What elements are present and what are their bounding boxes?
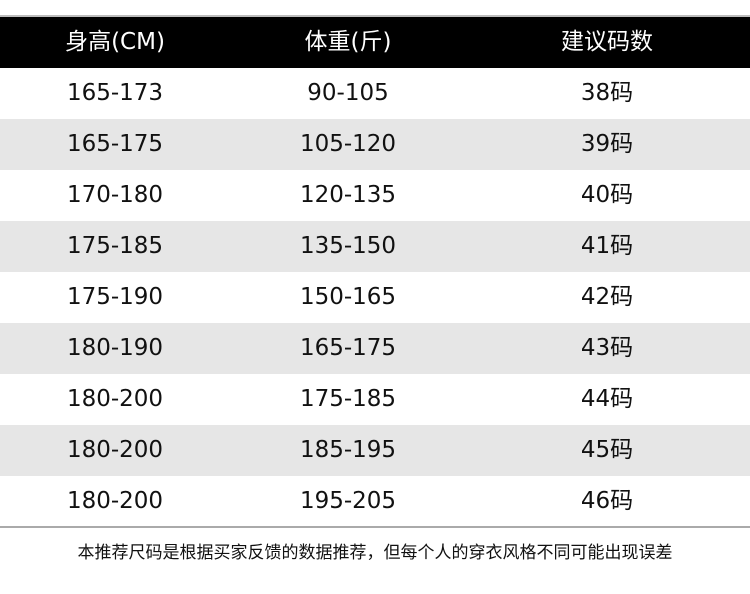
recommended-size: 40码 [580, 182, 634, 208]
weight-range: 165-175 [299, 335, 397, 361]
weight-range: 120-135 [299, 182, 397, 208]
recommended-size: 42码 [580, 284, 634, 310]
height-range: 180-200 [66, 437, 164, 463]
recommended-size: 41码 [580, 233, 634, 259]
weight-range: 105-120 [299, 131, 397, 157]
height-range: 180-200 [66, 488, 164, 514]
weight-range: 185-195 [299, 437, 397, 463]
weight-range: 90-105 [307, 80, 389, 106]
recommended-size: 45码 [580, 437, 634, 463]
weight-range: 135-150 [299, 233, 397, 259]
size-table-header: 身高(CM) 体重(斤) 建议码数 [0, 17, 750, 68]
recommended-size: 43码 [580, 335, 634, 361]
weight-range: 150-165 [299, 284, 397, 310]
header-weight: 体重(斤) [304, 29, 392, 55]
table-row: 180-190 165-175 43码 [0, 323, 750, 374]
header-size: 建议码数 [561, 29, 653, 55]
weight-range: 195-205 [299, 488, 397, 514]
table-row: 165-173 90-105 38码 [0, 68, 750, 119]
weight-range: 175-185 [299, 386, 397, 412]
table-row: 165-175 105-120 39码 [0, 119, 750, 170]
table-row: 175-185 135-150 41码 [0, 221, 750, 272]
top-divider [0, 15, 750, 17]
size-note: 本推荐尺码是根据买家反馈的数据推荐，但每个人的穿衣风格不同可能出现误差 [77, 543, 673, 563]
height-range: 180-200 [66, 386, 164, 412]
height-range: 180-190 [66, 335, 164, 361]
height-range: 165-173 [66, 80, 164, 106]
height-range: 175-190 [66, 284, 164, 310]
bottom-divider [0, 526, 750, 528]
recommended-size: 38码 [580, 80, 634, 106]
table-row: 175-190 150-165 42码 [0, 272, 750, 323]
height-range: 165-175 [66, 131, 164, 157]
table-row: 180-200 175-185 44码 [0, 374, 750, 425]
table-row: 170-180 120-135 40码 [0, 170, 750, 221]
table-row: 180-200 195-205 46码 [0, 476, 750, 527]
recommended-size: 46码 [580, 488, 634, 514]
height-range: 175-185 [66, 233, 164, 259]
header-height: 身高(CM) [65, 29, 165, 55]
height-range: 170-180 [66, 182, 164, 208]
table-row: 180-200 185-195 45码 [0, 425, 750, 476]
recommended-size: 39码 [580, 131, 634, 157]
recommended-size: 44码 [580, 386, 634, 412]
